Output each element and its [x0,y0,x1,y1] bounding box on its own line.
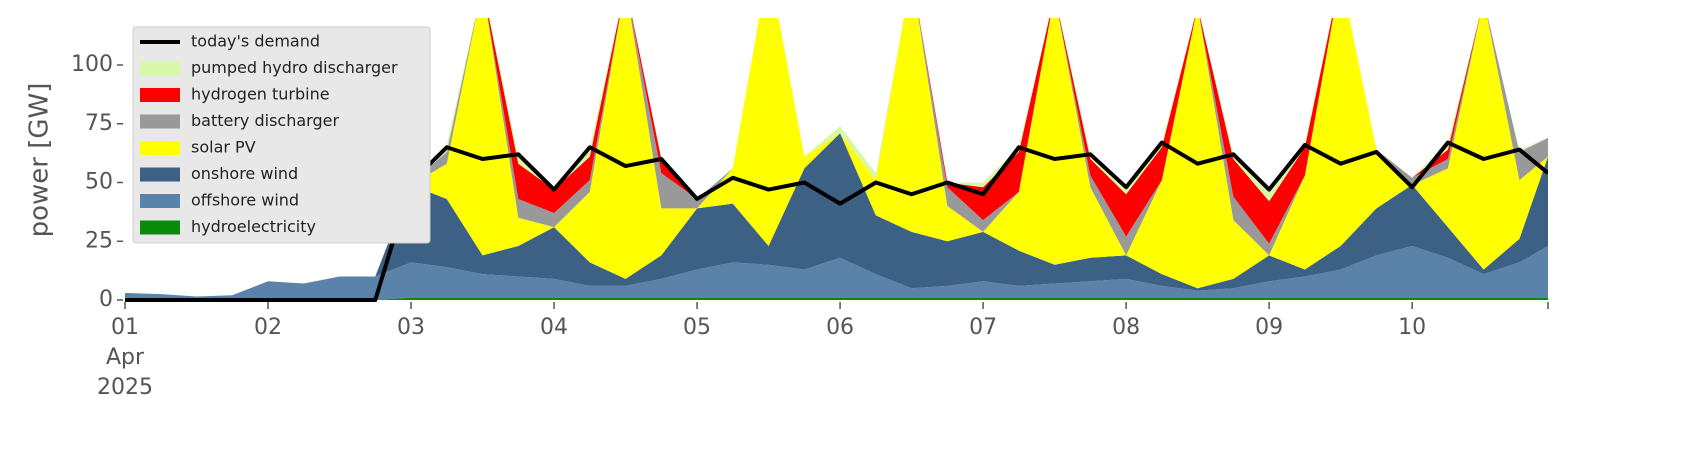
legend-label: battery discharger [191,111,339,130]
x-tick-label: 01 Apr 2025 [97,315,153,400]
legend-label: solar PV [191,138,256,157]
area [125,133,1548,297]
x-tick-label: 10 [1398,315,1426,340]
legend-label: offshore wind [191,191,299,210]
legend-swatch [140,114,180,129]
y-tick-label: 50 [85,170,113,195]
x-tick-label: 08 [1112,315,1140,340]
legend-swatch [140,141,180,155]
y-axis-label: power [GW] [25,83,55,238]
legend-swatch [140,88,180,102]
x-tick-label: 09 [1255,315,1283,340]
area [125,18,1548,297]
x-tick-label: 05 [683,315,711,340]
y-tick-label: 25 [85,228,113,253]
plot-area [125,18,1548,302]
legend: today's demand pumped hydro discharger hyd… [132,26,431,244]
x-tick-label: 03 [397,315,425,340]
demand-line [125,140,1548,302]
x-tick-label: 02 [254,315,282,340]
legend-swatch [140,220,180,235]
area [125,297,1548,300]
legend-box [132,26,431,244]
x-tick-label: 07 [969,315,997,340]
y-tick-label: 100 [71,52,113,77]
legend-label: hydrogen turbine [191,85,330,104]
legend-swatch [140,167,180,182]
legend-label: onshore wind [191,164,298,183]
x-tick-label: 06 [826,315,854,340]
legend-label: today's demand [191,32,320,51]
legend-swatch [140,194,180,208]
legend-label: pumped hydro discharger [191,58,398,77]
area [125,245,1548,300]
y-tick-label: 75 [85,111,113,136]
x-tick-label: 04 [540,315,568,340]
legend-label: hydroelectricity [191,217,316,236]
legend-swatch [140,61,180,76]
y-tick-label: 0 [99,287,113,312]
axes: 0 25 50 75 100 01 Apr 2025 02 03 04 05 06 07 08 09 10 [71,52,1549,400]
